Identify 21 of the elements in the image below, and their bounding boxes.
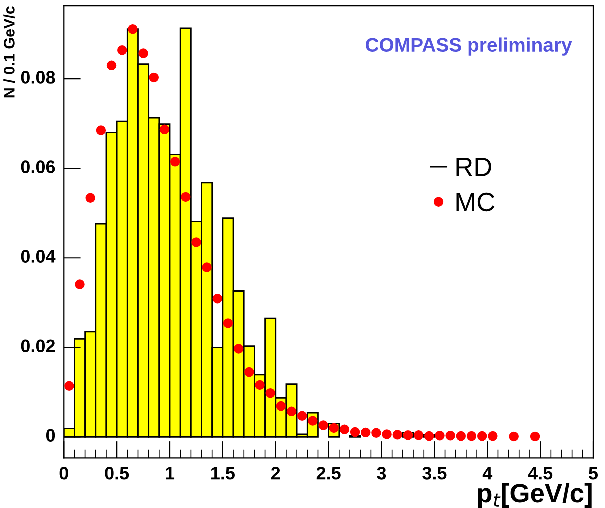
x-tick-label: 5 bbox=[589, 467, 598, 480]
x-tick-label: 1 bbox=[166, 467, 175, 480]
x-tick-label: 4 bbox=[482, 467, 493, 480]
y-tick-label: 0.08 bbox=[21, 71, 56, 84]
x-tick-label: 4.5 bbox=[528, 467, 553, 480]
x-tick-label: 3 bbox=[377, 467, 386, 480]
x-tick-label: 2 bbox=[271, 467, 280, 480]
y-tick-label: 0.06 bbox=[21, 160, 56, 174]
annotation: COMPASS preliminary bbox=[366, 38, 572, 56]
x-axis-title: p$_{t}$[GeV/c] bbox=[478, 483, 592, 508]
y-tick-label: 0 bbox=[46, 429, 56, 442]
legend-label: MC bbox=[456, 192, 495, 212]
x-tick-label: 0 bbox=[60, 467, 68, 480]
y-tick-label: 0.02 bbox=[21, 340, 56, 352]
x-tick-label: 0.5 bbox=[105, 467, 130, 480]
y-axis-title: N / 0.1 GeV/c bbox=[4, 6, 16, 98]
x-tick-label: 2.5 bbox=[316, 467, 341, 480]
y-tick-label: 0.04 bbox=[21, 250, 56, 263]
x-tick-label: 1.5 bbox=[212, 467, 235, 480]
x-tick-label: 3.5 bbox=[422, 467, 447, 480]
legend-label: RD bbox=[456, 158, 492, 176]
